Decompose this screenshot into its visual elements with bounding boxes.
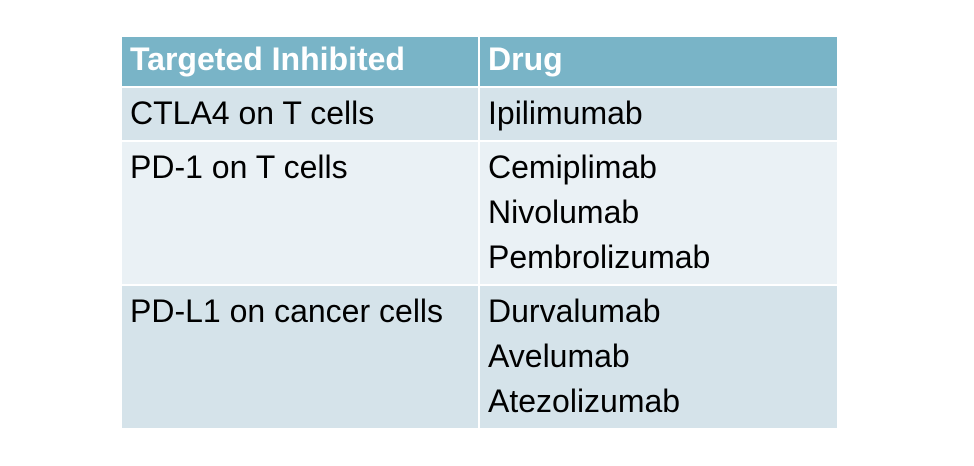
- drug-name: Cemiplimab: [488, 149, 657, 185]
- table-row: PD-1 on T cells Cemiplimab Nivolumab Pembro…: [120, 140, 839, 286]
- table-row: PD-L1 on cancer cells Durvalumab Avelumab A…: [120, 284, 839, 430]
- header-cell: Targeted Inhibited: [120, 35, 480, 88]
- drug-name: Avelumab: [488, 338, 630, 374]
- drug-name: Atezolizumab: [488, 383, 681, 419]
- drug-name: Pembrolizumab: [488, 239, 711, 275]
- drug-cell: Cemiplimab Nivolumab Pembrolizumab: [478, 140, 839, 286]
- drug-cell: Durvalumab Avelumab Atezolizumab: [478, 284, 839, 430]
- header-row: Targeted Inhibited Drug: [120, 35, 839, 88]
- table-body: CTLA4 on T cells Ipilimumab PD-1 on T cell…: [120, 86, 839, 430]
- drug-table: Targeted Inhibited Drug CTLA4 on T cells…: [120, 35, 839, 430]
- target-cell: PD-L1 on cancer cells: [120, 284, 480, 430]
- drug-cell: Ipilimumab: [478, 86, 839, 142]
- drug-name: Nivolumab: [488, 194, 640, 230]
- target-cell: CTLA4 on T cells: [120, 86, 480, 142]
- drug-name: Ipilimumab: [488, 95, 643, 131]
- header-cell: Drug: [478, 35, 839, 88]
- target-cell: PD-1 on T cells: [120, 140, 480, 286]
- drug-name: Durvalumab: [488, 293, 661, 329]
- table-row: CTLA4 on T cells Ipilimumab: [120, 86, 839, 142]
